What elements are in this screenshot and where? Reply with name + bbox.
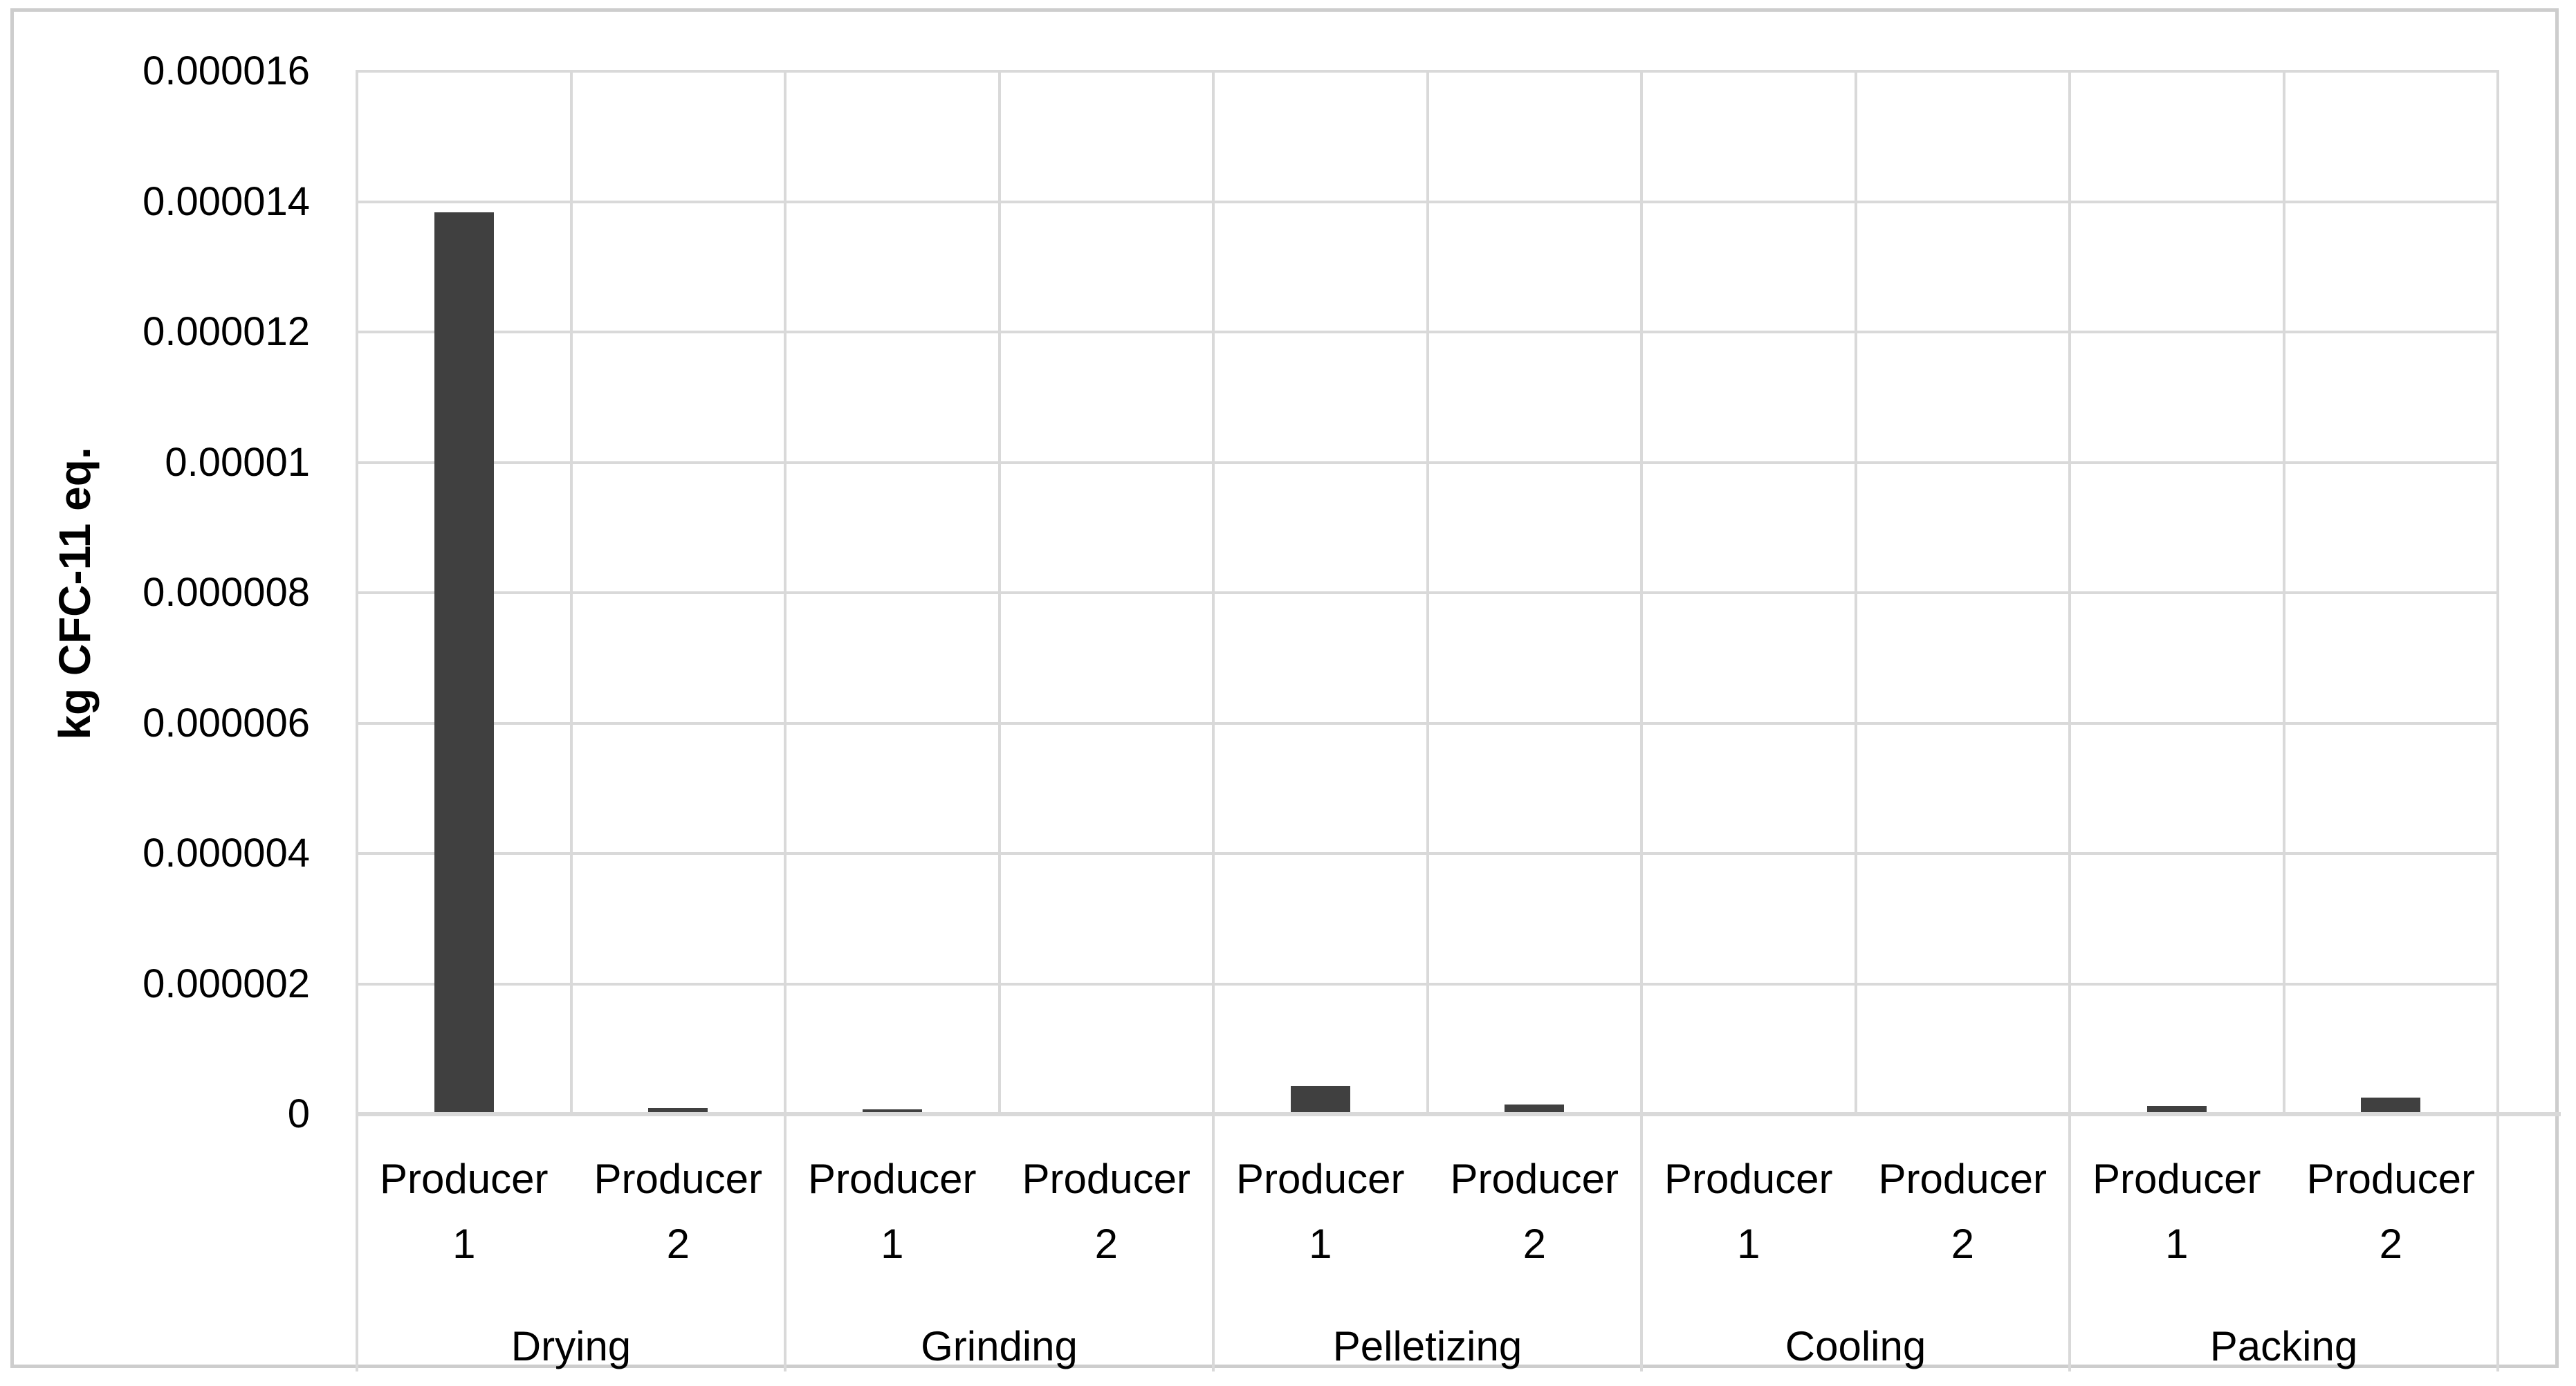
x-tick-label-pelletizing-producer-2: Producer 2 [1450,1156,1619,1267]
bar-pelletizing-producer-2 [1505,1105,1565,1112]
bar-drying-producer-1 [434,212,494,1112]
y-tick-label: 0.000012 [142,309,310,354]
category-group-divider [784,1116,786,1371]
y-tick-label: 0.000004 [142,831,310,876]
bar-drying-producer-2 [648,1108,708,1112]
category-group-divider [2496,1116,2499,1371]
gridline-vertical [356,70,358,1116]
category-group-divider [1640,1116,1643,1371]
group-label-pelletizing: Pelletizing [1332,1323,1522,1369]
y-tick-label: 0.000008 [142,570,310,615]
group-label-grinding: Grinding [921,1323,1078,1369]
gridline-vertical [2282,70,2285,1116]
gridline-vertical [569,70,573,1116]
x-tick-label-cooling-producer-2: Producer 2 [1878,1156,2047,1267]
gridline-vertical [784,70,786,1116]
x-tick-label-drying-producer-1: Producer 1 [380,1156,549,1267]
bar-packing-producer-1 [2146,1106,2207,1112]
gridline-vertical [1212,70,1215,1116]
category-group-divider [356,1116,358,1371]
category-group-divider [2068,1116,2071,1371]
x-tick-label-grinding-producer-1: Producer 1 [808,1156,977,1267]
y-tick-label: 0.000016 [142,48,310,93]
y-tick-label: 0.000014 [142,178,310,224]
group-label-packing: Packing [2209,1323,2358,1369]
x-tick-label-pelletizing-producer-1: Producer 1 [1236,1156,1405,1267]
y-tick-label: 0 [287,1091,310,1136]
bar-grinding-producer-1 [862,1109,922,1112]
gridline-vertical [1854,70,1857,1116]
x-tick-label-packing-producer-2: Producer 2 [2306,1156,2475,1267]
gridline-vertical [1426,70,1429,1116]
category-group-divider [1212,1116,1215,1371]
y-tick-label: 0.000002 [142,961,310,1006]
figure-border [10,8,2559,1368]
x-tick-label-cooling-producer-1: Producer 1 [1664,1156,1833,1267]
group-label-drying: Drying [510,1323,632,1369]
gridline-vertical [2068,70,2071,1116]
bar-packing-producer-2 [2361,1098,2421,1112]
x-tick-label-drying-producer-2: Producer 2 [594,1156,762,1267]
x-axis-line [357,1112,2561,1116]
x-tick-label-grinding-producer-2: Producer 2 [1022,1156,1190,1267]
gridline-vertical [2496,70,2499,1116]
y-tick-label: 0.00001 [165,439,310,485]
y-tick-label: 0.000006 [142,700,310,746]
gridline-vertical [1640,70,1643,1116]
group-label-cooling: Cooling [1785,1323,1926,1369]
x-tick-label-packing-producer-1: Producer 1 [2092,1156,2261,1267]
gridline-vertical [997,70,1001,1116]
bar-pelletizing-producer-1 [1290,1086,1350,1112]
